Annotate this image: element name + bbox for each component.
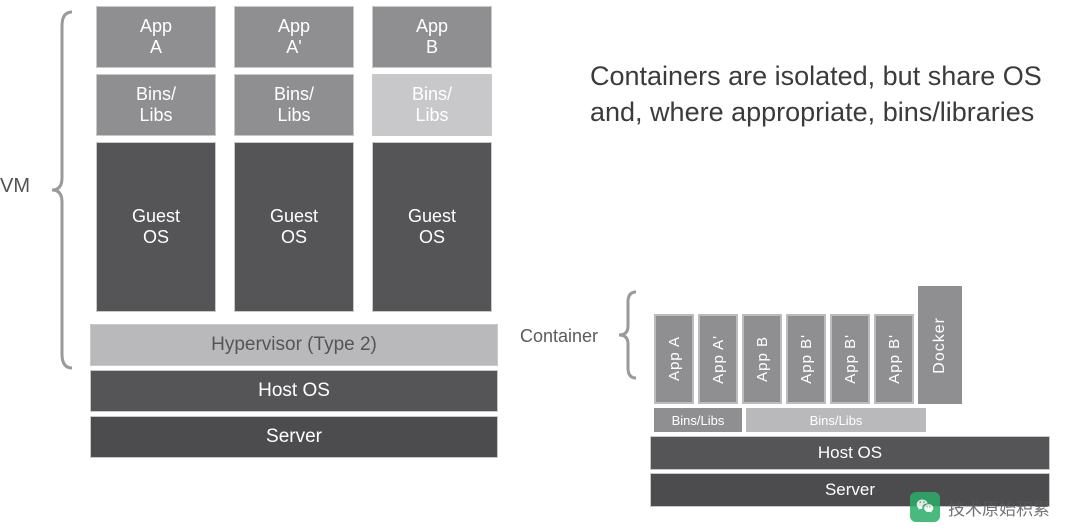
vm-bins-block: Bins/ Libs	[96, 74, 216, 136]
container-app-block: App B'	[874, 314, 914, 404]
container-app-block: App A	[654, 314, 694, 404]
container-stack: Containers are isolated, but share OS an…	[520, 0, 1080, 520]
container-app-block: App B'	[830, 314, 870, 404]
vm-app-block: App B	[372, 6, 492, 68]
container-label: Container	[520, 326, 598, 347]
container-heading: Containers are isolated, but share OS an…	[590, 58, 1080, 131]
vm-vs-container-diagram: VM App ABins/ LibsGuest OSApp A'Bins/ Li…	[0, 0, 1080, 532]
container-brace-icon	[616, 290, 640, 380]
wechat-icon	[910, 492, 940, 522]
vm-layer-block: Hypervisor (Type 2)	[90, 324, 498, 366]
vm-layer-block: Server	[90, 416, 498, 458]
watermark: 技术原始积累	[910, 492, 1050, 522]
container-app-label: App A'	[710, 335, 727, 384]
vm-app-block: App A	[96, 6, 216, 68]
docker-label: Docker	[931, 317, 949, 374]
docker-block: Docker	[918, 286, 962, 404]
vm-brace-icon	[48, 10, 76, 370]
container-app-block: App B	[742, 314, 782, 404]
container-app-label: App B	[754, 336, 771, 382]
container-bins-block: Bins/Libs	[654, 408, 742, 432]
container-app-label: App B'	[798, 334, 815, 384]
container-app-block: App A'	[698, 314, 738, 404]
container-app-block: App B'	[786, 314, 826, 404]
container-app-group: App A App A'	[654, 314, 738, 404]
vm-stack: VM App ABins/ LibsGuest OSApp A'Bins/ Li…	[0, 0, 520, 520]
vm-bins-block: Bins/ Libs	[372, 74, 492, 136]
vm-column: App ABins/ LibsGuest OS	[96, 6, 216, 312]
vm-app-block: App A'	[234, 6, 354, 68]
container-app-label: App A	[666, 336, 683, 381]
watermark-text: 技术原始积累	[948, 495, 1050, 520]
vm-guest-os-block: Guest OS	[372, 142, 492, 312]
container-bins-block: Bins/Libs	[746, 408, 926, 432]
container-app-group: App B App B' App B' App B'	[742, 314, 914, 404]
vm-bins-block: Bins/ Libs	[234, 74, 354, 136]
vm-guest-os-block: Guest OS	[96, 142, 216, 312]
container-app-label: App B'	[842, 334, 859, 384]
container-app-label: App B'	[886, 334, 903, 384]
vm-guest-os-block: Guest OS	[234, 142, 354, 312]
vm-label: VM	[0, 175, 30, 198]
container-layer-block: Host OS	[650, 436, 1050, 470]
vm-layer-block: Host OS	[90, 370, 498, 412]
vm-column: App A'Bins/ LibsGuest OS	[234, 6, 354, 312]
vm-column: App BBins/ LibsGuest OS	[372, 6, 492, 312]
